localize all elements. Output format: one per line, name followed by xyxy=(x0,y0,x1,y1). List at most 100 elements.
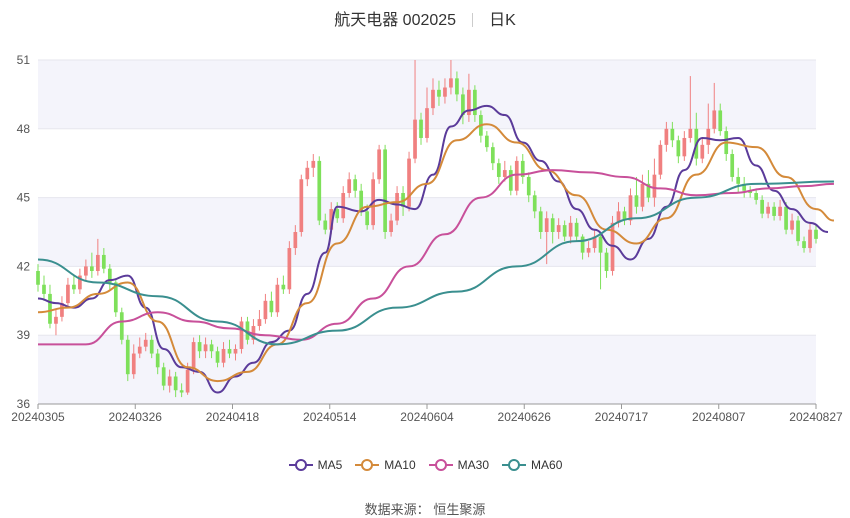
candle-body xyxy=(473,89,477,116)
candle-body xyxy=(167,376,172,386)
candle xyxy=(389,213,393,237)
candle-body xyxy=(467,89,471,116)
candle-body xyxy=(389,220,393,232)
candle xyxy=(287,241,292,294)
candle-body xyxy=(461,94,465,116)
legend-item-ma60[interactable]: MA60 xyxy=(501,458,562,472)
candle-body xyxy=(772,206,776,216)
candle xyxy=(431,78,435,116)
candle xyxy=(790,213,794,235)
y-tick-label: 42 xyxy=(17,259,31,273)
source-label: 数据来源： xyxy=(364,502,430,517)
candle xyxy=(395,186,399,226)
candle-body xyxy=(48,293,52,324)
candle-body xyxy=(580,236,585,253)
candle xyxy=(257,309,262,331)
candle xyxy=(425,87,429,143)
candle-body xyxy=(670,128,675,141)
candle-body xyxy=(155,353,160,368)
candle xyxy=(658,140,663,180)
candle xyxy=(101,248,106,274)
candle-body xyxy=(431,89,435,109)
candle-body xyxy=(149,339,154,354)
source-name: 恒生聚源 xyxy=(433,502,486,517)
candle-body xyxy=(60,303,64,317)
candle xyxy=(556,218,561,239)
candle xyxy=(520,154,525,184)
candle xyxy=(383,144,387,239)
candle xyxy=(544,211,549,265)
candle xyxy=(802,236,806,253)
candle xyxy=(455,71,459,102)
candle xyxy=(317,156,322,226)
ma-line-ma5 xyxy=(37,104,829,394)
candle xyxy=(508,165,513,196)
candle xyxy=(437,80,441,106)
candle xyxy=(269,291,274,317)
candle-body xyxy=(520,160,525,177)
candle xyxy=(760,195,764,219)
chart-period: 日K xyxy=(489,12,516,29)
candle xyxy=(131,344,136,379)
candle-body xyxy=(568,222,573,237)
y-axis-ticks: 36 39 42 45 48 51 xyxy=(17,53,31,411)
x-tick-label: 20240326 xyxy=(109,410,163,424)
candle-body xyxy=(191,342,196,370)
candle xyxy=(586,241,591,258)
candle xyxy=(706,103,711,155)
legend-item-ma30[interactable]: MA30 xyxy=(428,458,489,472)
candle-body xyxy=(185,369,190,393)
candle xyxy=(550,213,555,244)
candle-body xyxy=(562,225,567,237)
candle-body xyxy=(401,193,405,207)
candle-body xyxy=(233,348,238,354)
candle xyxy=(155,348,160,375)
candle xyxy=(78,268,82,294)
candle xyxy=(167,369,172,393)
candle xyxy=(748,186,753,198)
candle-body xyxy=(730,154,735,177)
x-tick-label: 20240305 xyxy=(11,410,65,424)
candle-body xyxy=(263,300,268,320)
legend-item-ma5[interactable]: MA5 xyxy=(288,458,342,472)
candle-body xyxy=(622,211,627,221)
candle-body xyxy=(592,236,597,249)
candle xyxy=(419,112,423,145)
candle-body xyxy=(131,353,136,375)
candle-body xyxy=(784,206,788,230)
candle xyxy=(676,135,681,164)
title-divider xyxy=(472,13,474,27)
candle xyxy=(413,60,417,164)
candle xyxy=(377,144,381,184)
candle xyxy=(814,225,818,244)
candle xyxy=(353,174,358,198)
candle-body xyxy=(449,78,453,88)
candle xyxy=(161,362,166,391)
x-tick-label: 20240418 xyxy=(206,410,260,424)
candle-body xyxy=(305,167,310,180)
candle xyxy=(622,206,627,226)
candle xyxy=(736,167,741,194)
candle xyxy=(149,335,154,359)
legend-marker-icon xyxy=(502,459,527,471)
candle xyxy=(772,202,776,221)
candle-body xyxy=(550,218,555,232)
legend-item-ma10[interactable]: MA10 xyxy=(354,458,416,472)
candle-body xyxy=(245,321,250,340)
plot-band xyxy=(38,266,816,336)
candle xyxy=(568,215,573,244)
candle-body xyxy=(95,254,100,271)
candle-body xyxy=(586,248,591,253)
candle xyxy=(221,342,226,368)
candle xyxy=(209,339,214,359)
candle xyxy=(42,275,46,301)
candle-body xyxy=(508,170,513,191)
candle-body xyxy=(502,170,507,177)
candle-body xyxy=(329,209,334,230)
candle-body xyxy=(54,316,58,324)
candle-body xyxy=(748,190,753,194)
candle xyxy=(604,248,609,278)
candle-body xyxy=(215,351,220,363)
chart-legend: MA5 MA10 MA30 MA60 xyxy=(0,458,850,472)
